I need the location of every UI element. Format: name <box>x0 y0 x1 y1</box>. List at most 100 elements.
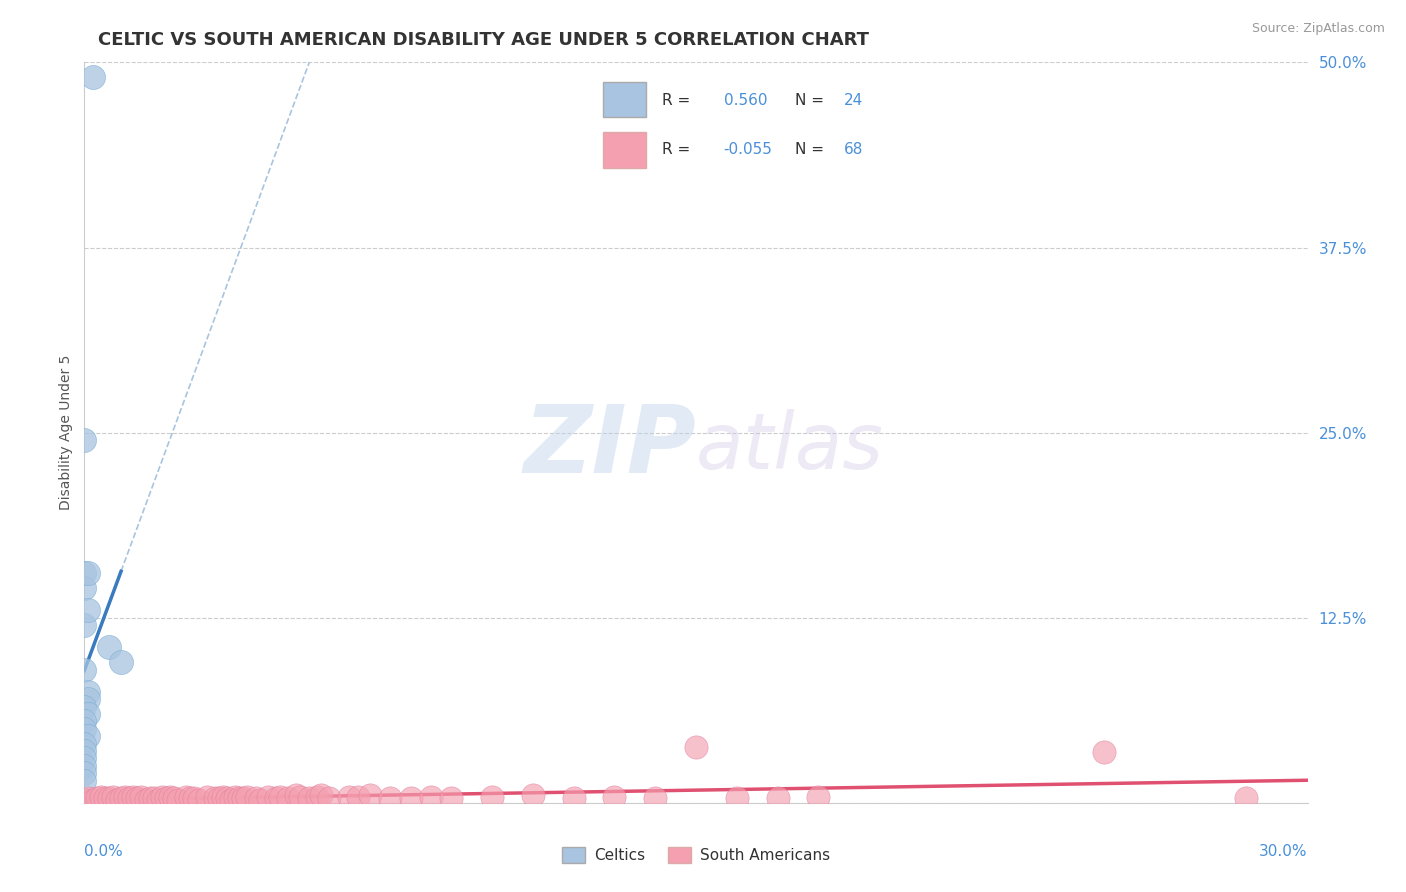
Point <box>318 791 340 805</box>
Point <box>77 706 100 721</box>
Point <box>77 566 100 581</box>
Point <box>257 789 280 804</box>
Point <box>174 789 197 804</box>
Point <box>82 793 104 807</box>
Text: R =: R = <box>662 142 690 157</box>
Text: ZIP: ZIP <box>523 401 696 493</box>
Point <box>97 640 120 655</box>
Point <box>204 791 226 805</box>
Point <box>73 618 96 632</box>
Point <box>73 581 96 595</box>
Point <box>77 603 100 617</box>
Point <box>359 789 381 803</box>
Point <box>187 793 209 807</box>
Point <box>73 699 96 714</box>
Point <box>277 791 299 805</box>
Text: 0.0%: 0.0% <box>84 845 124 860</box>
Point <box>150 789 173 804</box>
Text: Source: ZipAtlas.com: Source: ZipAtlas.com <box>1251 22 1385 36</box>
Point <box>135 793 157 807</box>
Text: 30.0%: 30.0% <box>1260 845 1308 860</box>
Point <box>179 791 201 805</box>
Point <box>73 751 96 765</box>
Point <box>1092 746 1115 760</box>
Point <box>73 722 96 736</box>
Point <box>73 714 96 729</box>
Text: atlas: atlas <box>696 409 884 485</box>
Point <box>97 791 120 805</box>
Point <box>122 789 145 804</box>
Point <box>1236 791 1258 805</box>
Point <box>219 793 242 807</box>
Point <box>105 793 128 807</box>
Point <box>77 692 100 706</box>
Point <box>146 793 169 807</box>
Point <box>208 791 231 805</box>
Text: -0.055: -0.055 <box>724 142 772 157</box>
Point <box>82 70 104 85</box>
Point <box>305 789 328 804</box>
Point <box>118 791 141 805</box>
Point <box>212 789 235 804</box>
Point <box>73 766 96 780</box>
Point <box>245 791 267 805</box>
Point <box>298 791 321 805</box>
Point <box>90 789 112 804</box>
Point <box>159 789 181 804</box>
Point <box>399 791 422 805</box>
Point <box>73 566 96 581</box>
Point <box>73 758 96 772</box>
Point <box>131 789 153 804</box>
Point <box>603 789 626 804</box>
Point <box>309 789 332 803</box>
Point <box>77 729 100 743</box>
Point <box>481 789 503 804</box>
Point <box>73 433 96 447</box>
Point <box>766 791 789 805</box>
Point <box>269 789 291 804</box>
Point <box>807 789 830 804</box>
Point <box>339 789 361 804</box>
Point <box>224 789 246 804</box>
Text: CELTIC VS SOUTH AMERICAN DISABILITY AGE UNDER 5 CORRELATION CHART: CELTIC VS SOUTH AMERICAN DISABILITY AGE … <box>98 31 869 49</box>
Point <box>290 789 312 804</box>
Point <box>522 789 544 803</box>
Point <box>725 791 748 805</box>
Legend: Celtics, South Americans: Celtics, South Americans <box>555 841 837 869</box>
Point <box>73 737 96 751</box>
Point <box>232 791 254 805</box>
Point <box>195 789 218 804</box>
Point <box>86 791 108 805</box>
Point <box>73 773 96 788</box>
Text: 68: 68 <box>844 142 863 157</box>
Point <box>77 791 100 805</box>
Point <box>644 791 666 805</box>
Point <box>285 789 308 803</box>
Y-axis label: Disability Age Under 5: Disability Age Under 5 <box>59 355 73 510</box>
Point <box>138 791 160 805</box>
Point <box>420 789 443 804</box>
Text: N =: N = <box>794 142 824 157</box>
Point <box>77 685 100 699</box>
Point <box>167 793 190 807</box>
Text: 0.560: 0.560 <box>724 93 768 108</box>
Point <box>228 791 250 805</box>
Point <box>73 744 96 758</box>
Text: 24: 24 <box>844 93 863 108</box>
Point <box>264 791 287 805</box>
Point <box>142 791 165 805</box>
Point <box>163 791 186 805</box>
Point <box>183 791 205 805</box>
Point <box>236 789 259 804</box>
Point <box>249 793 271 807</box>
Point <box>217 791 239 805</box>
Point <box>155 791 177 805</box>
Point <box>114 789 136 804</box>
Point <box>440 791 463 805</box>
Point <box>685 739 707 754</box>
Point <box>73 663 96 677</box>
Bar <box>603 82 647 118</box>
Bar <box>603 132 647 168</box>
Point <box>110 655 132 669</box>
Point <box>73 793 96 807</box>
